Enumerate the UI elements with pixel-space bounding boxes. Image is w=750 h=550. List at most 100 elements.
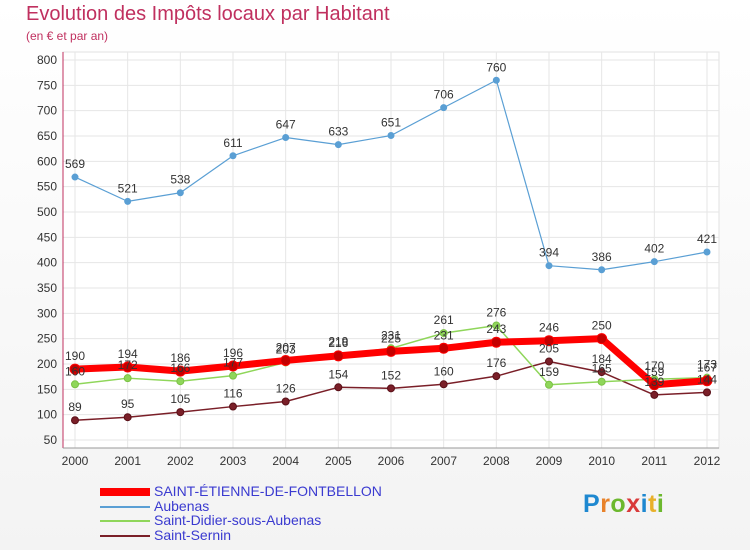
x-tick-label: 2010 — [588, 454, 615, 468]
data-label: 760 — [486, 60, 506, 74]
logo-letter: x — [626, 490, 641, 518]
legend-label: Saint-Didier-sous-Aubenas — [154, 512, 322, 528]
data-point — [545, 380, 553, 389]
data-point — [703, 248, 711, 256]
x-tick-label: 2002 — [167, 454, 194, 468]
data-point — [648, 379, 660, 391]
legend-swatch — [100, 534, 150, 537]
data-label: 225 — [381, 331, 401, 345]
y-tick-label: 350 — [37, 281, 57, 295]
data-point — [387, 384, 395, 393]
data-point — [71, 173, 79, 181]
x-tick-label: 2000 — [62, 454, 89, 468]
data-label: 276 — [486, 305, 506, 319]
data-label: 231 — [381, 328, 401, 342]
y-tick-label: 500 — [37, 205, 57, 219]
data-label: 186 — [170, 351, 190, 365]
data-point — [334, 383, 343, 392]
data-label: 116 — [223, 387, 242, 401]
data-label: 569 — [65, 157, 85, 171]
y-tick-label: 200 — [37, 357, 57, 371]
data-point — [596, 333, 608, 345]
y-tick-label: 400 — [37, 256, 57, 270]
data-label: 167 — [697, 361, 717, 375]
data-label: 521 — [118, 181, 138, 195]
data-point — [282, 134, 290, 142]
y-tick-label: 700 — [37, 104, 57, 118]
data-point — [439, 380, 448, 389]
data-point — [439, 329, 448, 338]
data-point — [176, 408, 185, 417]
data-label: 611 — [223, 136, 242, 150]
data-label: 261 — [434, 313, 454, 327]
data-point — [69, 363, 81, 375]
data-point — [227, 360, 239, 372]
proxiti-logo: Proxiti — [583, 490, 664, 519]
y-tick-label: 300 — [37, 306, 57, 320]
data-label: 95 — [121, 397, 135, 411]
y-tick-label: 100 — [37, 408, 57, 422]
data-point — [598, 266, 606, 274]
data-point — [701, 375, 713, 387]
data-point — [385, 345, 397, 357]
data-label: 219 — [328, 334, 348, 348]
logo-letter: o — [610, 490, 627, 518]
data-label: 190 — [65, 349, 85, 363]
data-label: 172 — [118, 358, 138, 372]
data-point — [176, 377, 185, 386]
data-label: 706 — [434, 88, 454, 102]
data-label: 176 — [486, 356, 506, 370]
logo-letter: P — [583, 490, 601, 518]
legend-swatch — [100, 488, 150, 497]
data-point — [492, 76, 500, 84]
data-point — [176, 189, 184, 197]
data-label: 170 — [644, 359, 664, 373]
data-point — [124, 197, 132, 205]
data-label: 421 — [697, 232, 717, 246]
data-point — [438, 342, 450, 354]
data-label: 126 — [276, 381, 296, 395]
data-label: 402 — [644, 242, 664, 256]
data-point — [490, 336, 502, 348]
data-label: 386 — [592, 250, 612, 264]
data-label: 196 — [223, 346, 243, 360]
y-tick-label: 800 — [37, 53, 57, 67]
data-label: 203 — [276, 342, 296, 356]
data-label: 105 — [170, 392, 190, 406]
data-point — [71, 380, 79, 389]
legend-swatch — [100, 505, 150, 508]
data-point — [545, 262, 553, 270]
data-label: 184 — [592, 352, 612, 366]
logo-letter: i — [640, 490, 649, 518]
data-label: 207 — [276, 340, 296, 354]
data-label: 159 — [644, 365, 664, 379]
data-label: 194 — [118, 347, 138, 361]
data-point — [597, 377, 606, 386]
data-label: 177 — [223, 356, 243, 370]
data-point — [174, 365, 186, 377]
logo-letter: i — [656, 490, 665, 518]
data-label: 216 — [328, 336, 348, 350]
x-tick-label: 2012 — [694, 454, 721, 468]
data-label: 394 — [539, 246, 559, 260]
x-tick-label: 2008 — [483, 454, 510, 468]
data-label: 154 — [328, 367, 348, 381]
y-tick-label: 250 — [37, 332, 57, 346]
chart-title: Evolution des Impôts locaux par Habitant — [26, 3, 390, 25]
y-tick-label: 750 — [37, 78, 57, 92]
y-tick-label: 450 — [37, 230, 57, 244]
data-point — [229, 402, 237, 411]
data-point — [281, 397, 290, 406]
data-point — [492, 372, 501, 381]
data-point — [703, 388, 711, 397]
data-label: 89 — [68, 400, 82, 414]
data-label: 647 — [276, 118, 296, 132]
data-label: 205 — [539, 341, 559, 355]
data-point — [334, 141, 342, 149]
chart-subtitle: (en € et par an) — [26, 29, 109, 43]
legend-label: Aubenas — [154, 497, 210, 514]
data-point — [123, 374, 132, 383]
data-point — [650, 390, 659, 399]
data-point — [229, 152, 237, 160]
